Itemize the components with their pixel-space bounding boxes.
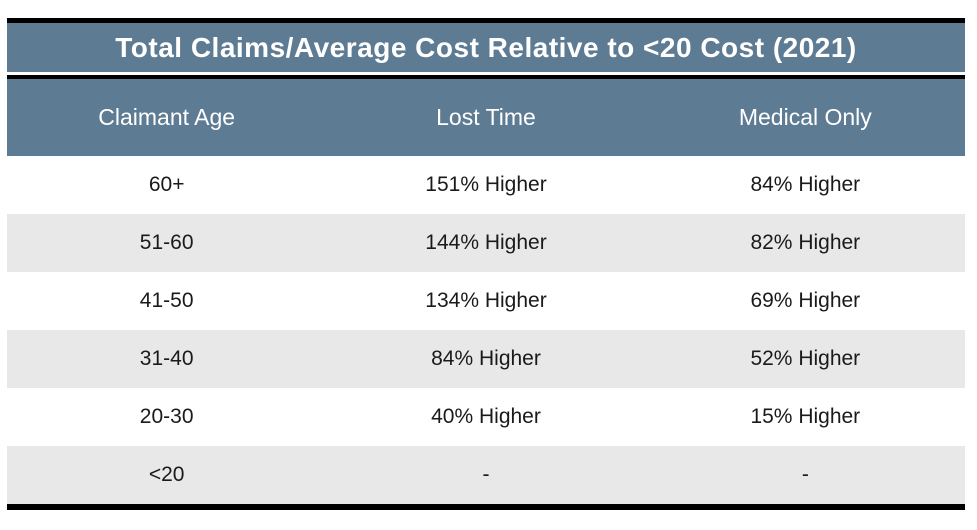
lost-time-cell: - [482,463,490,486]
table-title-bar: Total Claims/Average Cost Relative to <2… [7,23,965,72]
column-header-claimant-age: Claimant Age [98,104,236,130]
age-cell: 31-40 [139,347,194,370]
top-rule [7,18,965,23]
column-header-lost-time: Lost Time [436,104,536,130]
lost-time-cell: 151% Higher [425,173,547,196]
bottom-rule [7,504,965,510]
medical-only-cell: 84% Higher [750,173,861,196]
medical-only-cell: 82% Higher [750,231,861,254]
medical-only-cell: 52% Higher [750,347,861,370]
medical-only-cell: 69% Higher [750,289,861,312]
age-cell: 51-60 [139,231,194,254]
table-title: Total Claims/Average Cost Relative to <2… [115,31,857,63]
table-row: <20 - - [7,446,965,504]
table-row: 41-50 134% Higher 69% Higher [7,272,965,330]
lost-time-cell: 134% Higher [425,289,547,312]
age-cell: 20-30 [139,405,194,428]
age-cell: 60+ [148,173,185,196]
table-row: 60+ 151% Higher 84% Higher [7,156,965,214]
table-row: 51-60 144% Higher 82% Higher [7,214,965,272]
medical-only-cell: 15% Higher [750,405,861,428]
lost-time-cell: 144% Higher [425,231,547,254]
title-divider-gap [7,72,965,75]
lost-time-cell: 84% Higher [431,347,541,370]
lost-time-cell: 40% Higher [431,405,541,428]
mid-rule [7,75,965,79]
age-cell: <20 [148,463,185,486]
age-cell: 41-50 [139,289,194,312]
table-row: 31-40 84% Higher 52% Higher [7,330,965,388]
column-header-medical-only: Medical Only [738,104,872,130]
table-row: 20-30 40% Higher 15% Higher [7,388,965,446]
medical-only-cell: - [801,463,809,486]
table-header-row: Claimant Age Lost Time Medical Only [7,79,965,156]
